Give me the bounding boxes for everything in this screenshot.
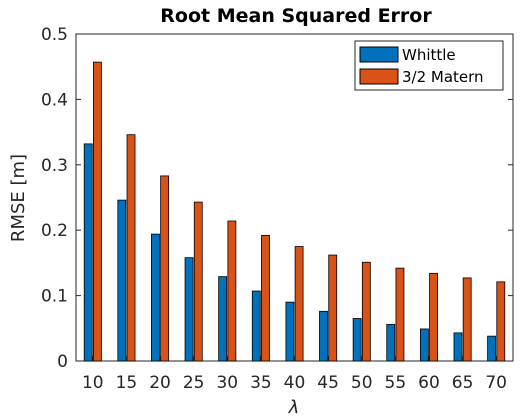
bar-matern-10 [93,61,102,362]
bar-whittle-55 [386,323,396,362]
bar-matern-65 [462,277,472,362]
x-tick-label-50: 50 [351,373,373,393]
x-tick-label-65: 65 [452,373,474,393]
x-tick-label-55: 55 [385,373,407,393]
bar-matern-70 [496,281,506,362]
bar-matern-45 [328,254,338,362]
bar-matern-15 [126,134,136,362]
x-tick-label-70: 70 [485,373,507,393]
bar-matern-55 [395,267,405,362]
bar-whittle-65 [453,332,463,362]
legend-swatch-whittle [359,46,399,63]
bar-matern-60 [429,272,438,362]
bar-matern-35 [261,235,270,362]
bar-whittle-20 [151,233,160,362]
x-tick-label-40: 40 [284,373,306,393]
bar-whittle-15 [117,199,127,362]
bar-matern-20 [160,175,170,362]
bar-whittle-40 [285,301,295,362]
y-tick-label: 0.2 [41,221,68,241]
x-tick-label-30: 30 [216,373,238,393]
y-tick-label: 0.4 [41,90,68,110]
chart-title: Root Mean Squared Error [160,5,432,27]
y-axis-label: RMSE [m] [8,154,29,242]
x-tick-label-10: 10 [82,373,104,393]
y-tick-label: 0.1 [41,287,68,307]
bar-whittle-60 [419,328,429,362]
legend: Whittle 3/2 Matern [354,40,504,91]
y-axis-ticks: 0 0.1 0.2 0.3 0.4 0.5 [41,25,513,372]
bar-whittle-50 [352,318,362,362]
bar-whittle-35 [251,290,261,362]
bar-matern-30 [227,220,237,362]
bar-whittle-10 [83,143,93,362]
y-tick-label: 0.3 [41,156,68,176]
x-tick-label-45: 45 [317,373,339,393]
bars-group [83,61,506,362]
bar-matern-50 [361,261,371,362]
bar-whittle-30 [218,276,228,362]
x-tick-label-35: 35 [250,373,272,393]
bar-matern-25 [193,201,203,362]
x-axis-ticks: 10 15 20 25 30 35 40 45 50 55 60 65 70 [82,356,507,393]
bar-whittle-70 [487,335,496,362]
legend-label-whittle: Whittle [402,46,456,64]
y-tick-label: 0 [57,352,68,372]
legend-swatch-matern [359,68,399,85]
legend-label-matern: 3/2 Matern [402,68,484,86]
x-tick-label-25: 25 [183,373,205,393]
y-tick-label: 0.5 [41,25,68,45]
x-tick-label-15: 15 [116,373,138,393]
x-tick-label-60: 60 [418,373,440,393]
bar-whittle-25 [184,257,194,362]
bar-matern-40 [294,246,304,362]
x-tick-label-20: 20 [149,373,171,393]
bar-whittle-45 [319,310,328,362]
x-axis-label: λ [288,397,300,418]
